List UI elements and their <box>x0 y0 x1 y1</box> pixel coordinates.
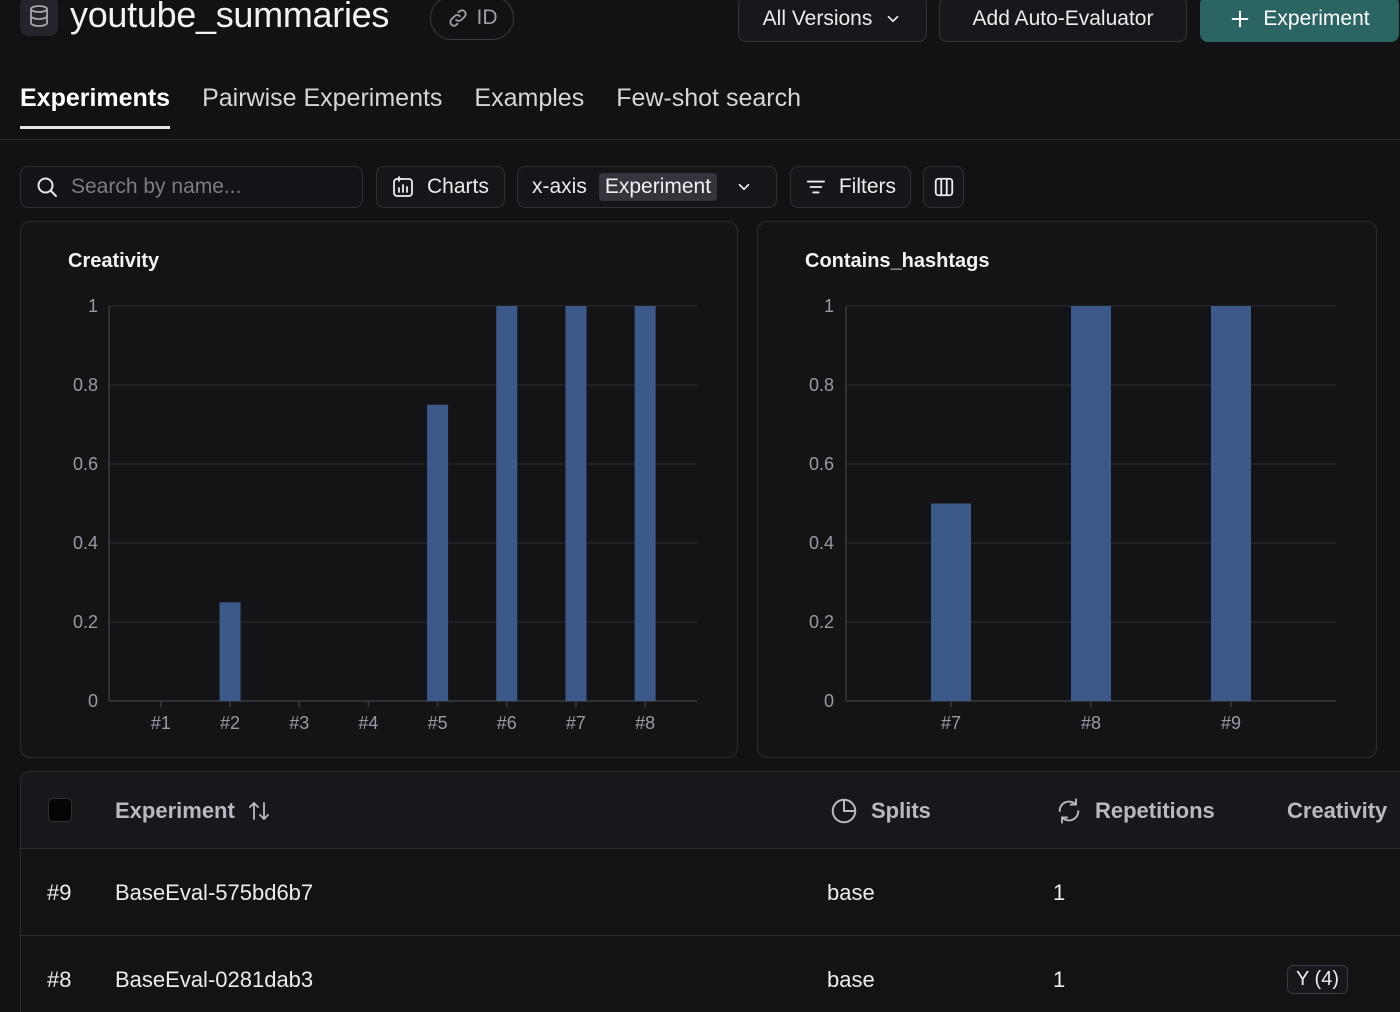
y-tick-label: 0 <box>824 691 834 711</box>
y-tick-label: 0.6 <box>809 454 834 474</box>
search-icon <box>37 177 57 197</box>
experiment-name[interactable]: BaseEval-0281dab3 <box>115 966 314 992</box>
x-tick-label: #3 <box>289 713 309 733</box>
x-tick-label: #6 <box>497 713 517 733</box>
add-auto-evaluator-button[interactable]: Add Auto-Evaluator <box>939 0 1187 42</box>
charts-label: Charts <box>427 175 489 198</box>
page-title: youtube_summaries <box>70 0 390 35</box>
table-row[interactable]: #8 BaseEval-0281dab3 base 1 Y (4) <box>21 936 1400 1012</box>
plus-icon <box>1232 10 1249 28</box>
x-tick-label: #7 <box>566 713 586 733</box>
y-tick-label: 0 <box>88 691 98 711</box>
bar-exp-8[interactable] <box>1071 306 1111 701</box>
filters-label: Filters <box>838 175 896 198</box>
versions-label: All Versions <box>762 7 873 30</box>
tabs-divider <box>0 139 1400 140</box>
link-icon <box>448 9 467 27</box>
experiment-button-label: Experiment <box>1263 7 1370 30</box>
bar-exp-2[interactable] <box>219 602 241 701</box>
select-all-checkbox[interactable] <box>48 798 72 822</box>
x-tick-label: #2 <box>220 713 240 733</box>
search-box <box>20 166 363 208</box>
table-header: Experiment Splits Repetitions Creativity <box>21 772 1400 849</box>
y-tick-label: 0.4 <box>73 533 98 553</box>
filters-button[interactable]: Filters <box>790 166 911 208</box>
creativity-chart: 0 0.2 0.4 0.6 0.8 1 #1 #2 #3 #4 #5 #6 #7 #8 <box>73 296 697 733</box>
x-tick-label: #7 <box>941 713 961 733</box>
versions-dropdown[interactable]: All Versions <box>738 0 927 42</box>
y-tick-label: 0.4 <box>809 533 834 553</box>
column-label: Splits <box>871 797 931 823</box>
chevron-down-icon <box>738 183 750 191</box>
x-tick-label: #8 <box>1081 713 1101 733</box>
x-tick-label: #8 <box>635 713 655 733</box>
split-value: base <box>827 966 875 992</box>
tab-few-shot-search[interactable]: Few-shot search <box>616 84 801 112</box>
tab-examples[interactable]: Examples <box>474 84 585 112</box>
new-experiment-button[interactable]: Experiment <box>1200 0 1399 42</box>
x-tick-label: #4 <box>358 713 378 733</box>
pie-chart-icon <box>831 798 857 823</box>
filter-icon <box>806 180 826 194</box>
charts-toggle-button[interactable]: Charts <box>376 166 505 208</box>
repetitions-value: 1 <box>1053 966 1066 992</box>
y-tick-label: 0.2 <box>73 612 98 632</box>
columns-button[interactable] <box>923 166 964 208</box>
column-label: Repetitions <box>1095 797 1215 823</box>
refresh-icon <box>1058 797 1080 824</box>
y-tick-label: 1 <box>824 296 834 316</box>
x-tick-label: #9 <box>1221 713 1241 733</box>
contains-hashtags-chart: 0 0.2 0.4 0.6 0.8 1 #7 #8 #9 <box>809 296 1336 733</box>
chart-title: Creativity <box>68 250 160 272</box>
sort-icon <box>248 801 269 820</box>
tab-experiments[interactable]: Experiments <box>20 84 171 129</box>
contains-hashtags-chart-card: Contains_hashtags 0 0.2 0.4 0.6 0.8 1 #7 #8 #9 <box>757 221 1377 758</box>
bar-exp-5[interactable] <box>427 404 449 701</box>
search-input[interactable] <box>71 175 341 199</box>
column-header-splits[interactable]: Splits <box>829 772 931 849</box>
dataset-icon <box>20 0 58 36</box>
columns-icon <box>934 177 953 197</box>
auto-evaluator-label: Add Auto-Evaluator <box>972 7 1154 30</box>
x-axis-dropdown[interactable]: x-axis Experiment <box>517 166 777 208</box>
bar-exp-7[interactable] <box>931 503 971 702</box>
column-label: Experiment <box>115 797 235 823</box>
bar-exp-8[interactable] <box>634 306 656 701</box>
bar-exp-9[interactable] <box>1211 306 1251 701</box>
row-number: #8 <box>47 966 72 992</box>
column-header-repetitions[interactable]: Repetitions <box>1055 772 1215 849</box>
tab-bar: Experiments Pairwise Experiments Example… <box>20 84 801 129</box>
creativity-chart-card: Creativity 0 0.2 0.4 0.6 0.8 1 #1 #2 #3 #4 #5 #6 #7 #… <box>20 221 738 758</box>
copy-id-button[interactable]: ID <box>430 0 514 40</box>
experiments-table: Experiment Splits Repetitions Creativity… <box>20 771 1400 1012</box>
bar-exp-7[interactable] <box>565 306 587 701</box>
creativity-score: Y (4) <box>1287 965 1348 994</box>
column-label: Creativity <box>1287 797 1388 823</box>
id-label: ID <box>476 6 498 29</box>
row-number: #9 <box>47 879 72 905</box>
y-tick-label: 1 <box>88 296 98 316</box>
table-row[interactable]: #9 BaseEval-575bd6b7 base 1 <box>21 849 1400 936</box>
y-tick-label: 0.6 <box>73 454 98 474</box>
split-value: base <box>827 879 875 905</box>
creativity-score-badge[interactable]: Y (4) <box>1287 936 1348 1012</box>
bar-exp-6[interactable] <box>496 306 518 701</box>
tab-pairwise-experiments[interactable]: Pairwise Experiments <box>202 84 443 112</box>
chart-icon <box>393 176 413 197</box>
x-tick-label: #1 <box>151 713 171 733</box>
x-tick-label: #5 <box>428 713 448 733</box>
column-header-creativity[interactable]: Creativity <box>1287 772 1387 849</box>
x-axis-value: Experiment <box>598 173 718 201</box>
x-axis-label: x-axis <box>532 175 587 198</box>
experiment-name[interactable]: BaseEval-575bd6b7 <box>115 879 314 905</box>
y-tick-label: 0.2 <box>809 612 834 632</box>
y-tick-label: 0.8 <box>809 375 834 395</box>
column-header-experiment[interactable]: Experiment <box>115 772 271 849</box>
repetitions-value: 1 <box>1053 879 1066 905</box>
y-tick-label: 0.8 <box>73 375 98 395</box>
chart-title: Contains_hashtags <box>805 250 990 272</box>
chevron-down-icon <box>888 15 899 23</box>
